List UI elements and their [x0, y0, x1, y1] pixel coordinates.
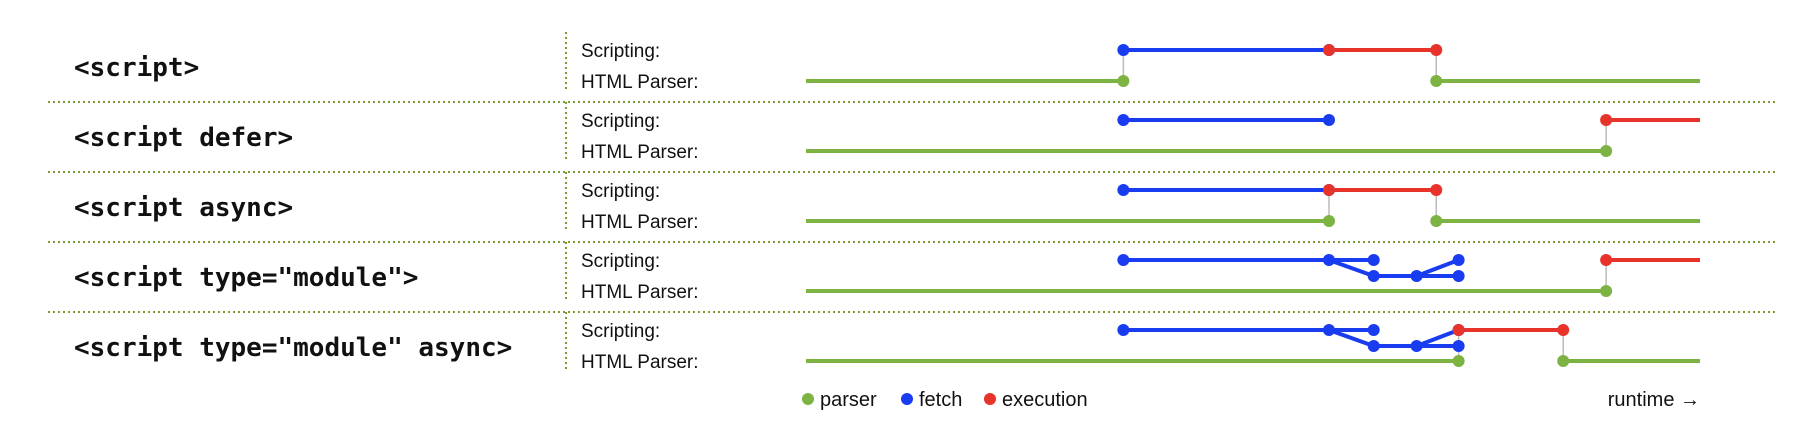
fetch-point: [1117, 44, 1130, 56]
fetch-point: [1367, 254, 1380, 266]
scripting-lane-label: Scripting:: [581, 321, 660, 342]
parser-point: [1452, 355, 1465, 367]
row-3: <script async> Scripting: HTML Parser:: [48, 172, 1778, 243]
legend-fetch-dot: [901, 393, 913, 405]
fetch-point: [1322, 254, 1335, 266]
fetch-point: [1322, 324, 1335, 336]
parser-point: [1430, 75, 1443, 87]
row-label: <script defer>: [74, 123, 293, 153]
row-label: <script>: [74, 53, 199, 83]
legend-fetch: fetch: [901, 389, 962, 411]
runtime-axis-label: runtime →: [1608, 389, 1700, 411]
legend-fetch-label: fetch: [919, 389, 962, 411]
fetch-point: [1452, 254, 1465, 266]
execution-point: [1430, 44, 1443, 56]
parser-lane-label: HTML Parser:: [581, 352, 699, 373]
row-5: <script type="module" async> Scripting: HT…: [74, 312, 1700, 373]
scripting-lane-label: Scripting:: [581, 251, 660, 272]
row-4: <script type="module"> Scripting: HTML Par…: [48, 242, 1778, 313]
legend-execution: execution: [984, 389, 1088, 411]
execution-point: [1600, 114, 1613, 126]
row-2: <script defer> Scripting: HTML Parser:: [48, 102, 1778, 173]
fetch-segment: [1328, 258, 1460, 278]
fetch-point: [1367, 270, 1380, 282]
scripting-lane-label: Scripting:: [581, 181, 660, 202]
parser-point: [1117, 75, 1130, 87]
execution-point: [1557, 324, 1570, 336]
fetch-point: [1117, 184, 1130, 196]
legend-execution-label: execution: [1002, 389, 1088, 411]
parser-point: [1322, 215, 1335, 227]
legend-parser-dot: [802, 393, 814, 405]
execution-point: [1452, 324, 1465, 336]
scripting-lane-label: Scripting:: [581, 41, 660, 62]
row-label: <script type="module" async>: [74, 333, 512, 363]
fetch-point: [1452, 270, 1465, 282]
parser-lane-label: HTML Parser:: [581, 212, 699, 233]
execution-point: [1600, 254, 1613, 266]
scripting-lane-label: Scripting:: [581, 111, 660, 132]
parser-point: [1557, 355, 1570, 367]
parser-lane-label: HTML Parser:: [581, 282, 699, 303]
fetch-point: [1410, 340, 1423, 352]
fetch-point: [1322, 114, 1335, 126]
fetch-point: [1452, 340, 1465, 352]
parser-point: [1600, 285, 1613, 297]
fetch-point: [1367, 324, 1380, 336]
row-label: <script async>: [74, 193, 293, 223]
parser-lane-label: HTML Parser:: [581, 72, 699, 93]
fetch-point: [1410, 270, 1423, 282]
fetch-point: [1367, 340, 1380, 352]
rows-layer: <script>Scripting:HTML Parser:<script de…: [48, 32, 1778, 373]
parser-lane-label: HTML Parser:: [581, 142, 699, 163]
execution-point: [1322, 184, 1335, 196]
parser-point: [1600, 145, 1613, 157]
execution-point: [1322, 44, 1335, 56]
legend-parser-label: parser: [820, 389, 877, 411]
row-1: <script> Scripting: HTML Parser:: [48, 32, 1778, 103]
fetch-point: [1117, 114, 1130, 126]
fetch-point: [1117, 254, 1130, 266]
legend-parser: parser: [802, 389, 877, 411]
parser-point: [1430, 215, 1443, 227]
fetch-segment: [1328, 328, 1460, 348]
execution-point: [1430, 184, 1443, 196]
legend-execution-dot: [984, 393, 996, 405]
fetch-point: [1117, 324, 1130, 336]
row-label: <script type="module">: [74, 263, 418, 293]
legend: parser fetch execution runtime →: [802, 389, 1700, 411]
